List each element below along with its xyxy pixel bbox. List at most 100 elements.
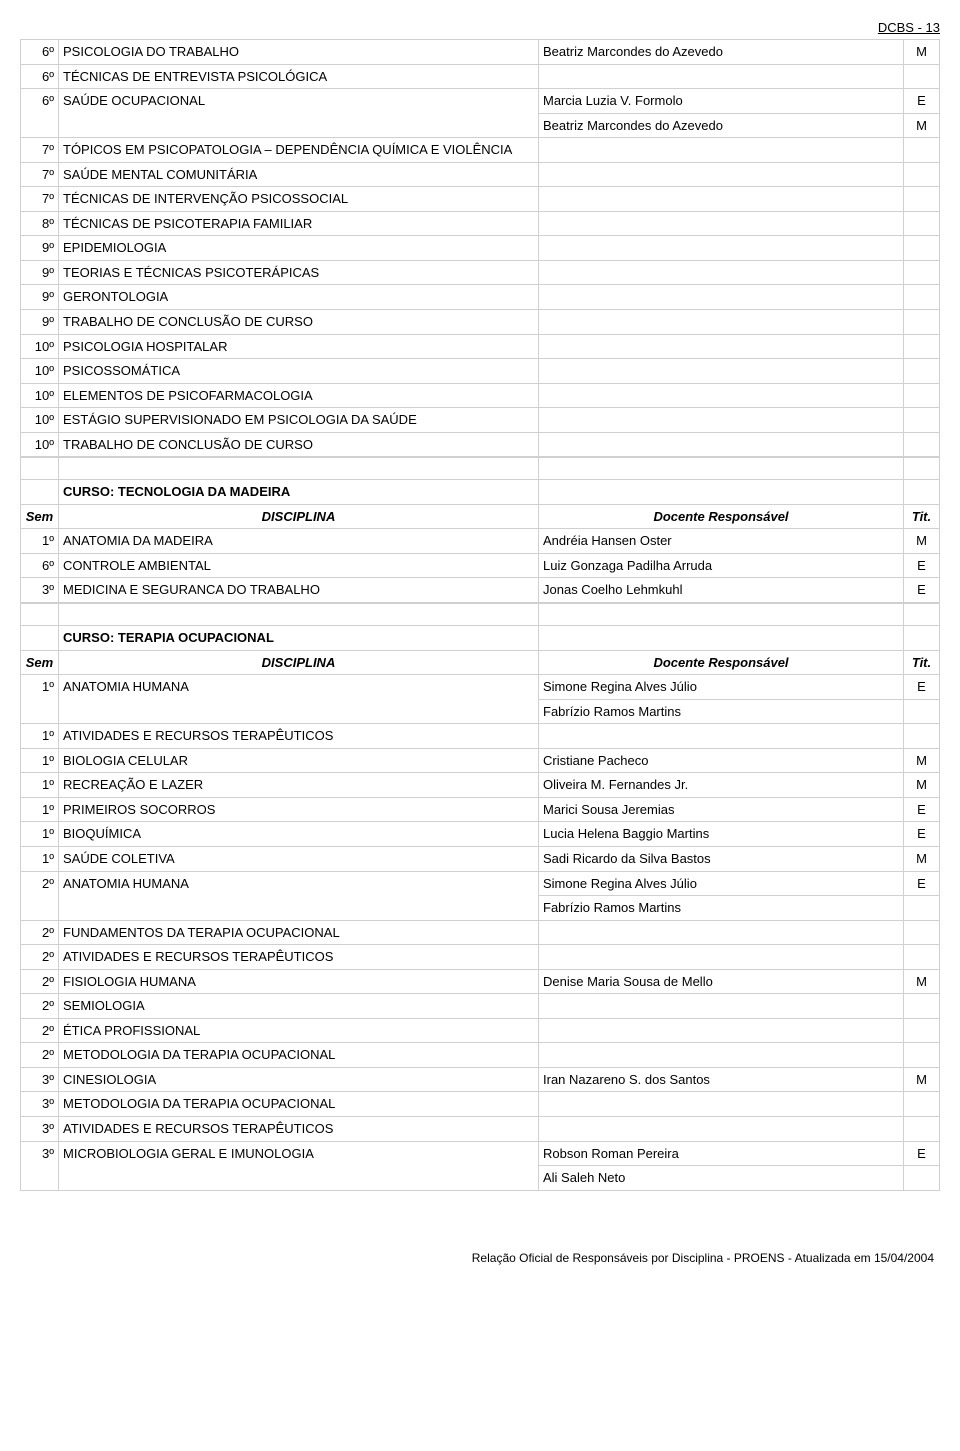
doc-cell (539, 994, 904, 1019)
sem-cell: 10º (21, 408, 59, 433)
col-disc: DISCIPLINA (59, 504, 539, 529)
sem-cell: 1º (21, 675, 59, 724)
tit-cell (904, 211, 940, 236)
sem-cell: 6º (21, 89, 59, 138)
sem-cell: 1º (21, 846, 59, 871)
disc-cell: TÉCNICAS DE ENTREVISTA PSICOLÓGICA (59, 64, 539, 89)
disc-cell: ATIVIDADES E RECURSOS TERAPÊUTICOS (59, 1116, 539, 1141)
doc-cell: Jonas Coelho Lehmkuhl (539, 578, 904, 603)
disc-cell: PRIMEIROS SOCORROS (59, 797, 539, 822)
tit-cell (904, 1018, 940, 1043)
table-row: 10ºPSICOSSOMÁTICA (21, 359, 940, 384)
sem-cell: 1º (21, 724, 59, 749)
course3-title: CURSO: TERAPIA OCUPACIONAL (59, 626, 539, 651)
doc-cell: Beatriz Marcondes do Azevedo (539, 113, 904, 138)
tit-cell: M (904, 773, 940, 798)
tit-cell (904, 1092, 940, 1117)
tit-cell: M (904, 969, 940, 994)
sem-cell: 3º (21, 578, 59, 603)
doc-cell (539, 1018, 904, 1043)
table-row: 10ºPSICOLOGIA HOSPITALAR (21, 334, 940, 359)
table-row: 9ºTRABALHO DE CONCLUSÃO DE CURSO (21, 310, 940, 335)
sem-cell: 1º (21, 773, 59, 798)
doc-cell (539, 432, 904, 457)
disc-cell: EPIDEMIOLOGIA (59, 236, 539, 261)
disc-cell: BIOLOGIA CELULAR (59, 748, 539, 773)
table-row: 8ºTÉCNICAS DE PSICOTERAPIA FAMILIAR (21, 211, 940, 236)
tit-cell (904, 408, 940, 433)
table-row: 3ºMETODOLOGIA DA TERAPIA OCUPACIONAL (21, 1092, 940, 1117)
sem-cell: 3º (21, 1092, 59, 1117)
table-row: 9ºEPIDEMIOLOGIA (21, 236, 940, 261)
disc-cell: ANATOMIA DA MADEIRA (59, 529, 539, 554)
sem-cell: 6º (21, 40, 59, 65)
doc-cell: Sadi Ricardo da Silva Bastos (539, 846, 904, 871)
tit-cell: M (904, 40, 940, 65)
doc-cell (539, 1092, 904, 1117)
sem-cell: 9º (21, 285, 59, 310)
doc-cell (539, 211, 904, 236)
disc-cell: MICROBIOLOGIA GERAL E IMUNOLOGIA (59, 1141, 539, 1190)
tit-cell (904, 236, 940, 261)
table-row: 2ºMETODOLOGIA DA TERAPIA OCUPACIONAL (21, 1043, 940, 1068)
disc-cell: PSICOLOGIA DO TRABALHO (59, 40, 539, 65)
tit-cell (904, 383, 940, 408)
tit-cell: E (904, 89, 940, 114)
disc-cell: PSICOSSOMÁTICA (59, 359, 539, 384)
table-row: 1ºANATOMIA HUMANASimone Regina Alves Júl… (21, 675, 940, 700)
sem-cell: 10º (21, 432, 59, 457)
table-row: 1ºBIOLOGIA CELULARCristiane PachecoM (21, 748, 940, 773)
table-row: 3ºCINESIOLOGIAIran Nazareno S. dos Santo… (21, 1067, 940, 1092)
sem-cell: 2º (21, 969, 59, 994)
table-row: 2ºFISIOLOGIA HUMANADenise Maria Sousa de… (21, 969, 940, 994)
disc-cell: TÉCNICAS DE INTERVENÇÃO PSICOSSOCIAL (59, 187, 539, 212)
disc-cell: ELEMENTOS DE PSICOFARMACOLOGIA (59, 383, 539, 408)
tit-cell (904, 920, 940, 945)
table-row: 3ºMEDICINA E SEGURANCA DO TRABALHOJonas … (21, 578, 940, 603)
doc-cell (539, 285, 904, 310)
sem-cell: 3º (21, 1116, 59, 1141)
doc-cell: Denise Maria Sousa de Mello (539, 969, 904, 994)
tit-cell (904, 994, 940, 1019)
tit-cell (904, 896, 940, 921)
tit-cell (904, 945, 940, 970)
doc-cell (539, 260, 904, 285)
disc-cell: ESTÁGIO SUPERVISIONADO EM PSICOLOGIA DA … (59, 408, 539, 433)
disc-cell: FUNDAMENTOS DA TERAPIA OCUPACIONAL (59, 920, 539, 945)
doc-cell (539, 1043, 904, 1068)
doc-cell (539, 162, 904, 187)
tit-cell: E (904, 797, 940, 822)
sem-cell: 1º (21, 748, 59, 773)
tit-cell: M (904, 529, 940, 554)
doc-cell: Simone Regina Alves Júlio (539, 871, 904, 896)
doc-cell: Ali Saleh Neto (539, 1166, 904, 1191)
doc-cell (539, 64, 904, 89)
table-row: 1ºBIOQUÍMICALucia Helena Baggio MartinsE (21, 822, 940, 847)
disc-cell: METODOLOGIA DA TERAPIA OCUPACIONAL (59, 1092, 539, 1117)
sem-cell: 8º (21, 211, 59, 236)
doc-cell: Oliveira M. Fernandes Jr. (539, 773, 904, 798)
sem-cell: 9º (21, 260, 59, 285)
table-row: 6ºTÉCNICAS DE ENTREVISTA PSICOLÓGICA (21, 64, 940, 89)
sem-cell: 1º (21, 822, 59, 847)
doc-cell: Beatriz Marcondes do Azevedo (539, 40, 904, 65)
doc-cell (539, 724, 904, 749)
col-tit: Tit. (904, 504, 940, 529)
tit-cell (904, 310, 940, 335)
table-row: 2ºATIVIDADES E RECURSOS TERAPÊUTICOS (21, 945, 940, 970)
doc-cell: Robson Roman Pereira (539, 1141, 904, 1166)
table-row: 2ºÉTICA PROFISSIONAL (21, 1018, 940, 1043)
tit-cell (904, 359, 940, 384)
disc-cell: ATIVIDADES E RECURSOS TERAPÊUTICOS (59, 945, 539, 970)
doc-cell (539, 945, 904, 970)
table-row: 9ºTEORIAS E TÉCNICAS PSICOTERÁPICAS (21, 260, 940, 285)
tit-cell (904, 432, 940, 457)
table-row: 7ºSAÚDE MENTAL COMUNITÁRIA (21, 162, 940, 187)
doc-cell: Andréia Hansen Oster (539, 529, 904, 554)
course3-table: CURSO: TERAPIA OCUPACIONAL Sem DISCIPLIN… (20, 603, 940, 1191)
doc-cell: Cristiane Pacheco (539, 748, 904, 773)
table-row: 2ºFUNDAMENTOS DA TERAPIA OCUPACIONAL (21, 920, 940, 945)
tit-cell: M (904, 1067, 940, 1092)
tit-cell: M (904, 748, 940, 773)
table-row: 2ºSEMIOLOGIA (21, 994, 940, 1019)
